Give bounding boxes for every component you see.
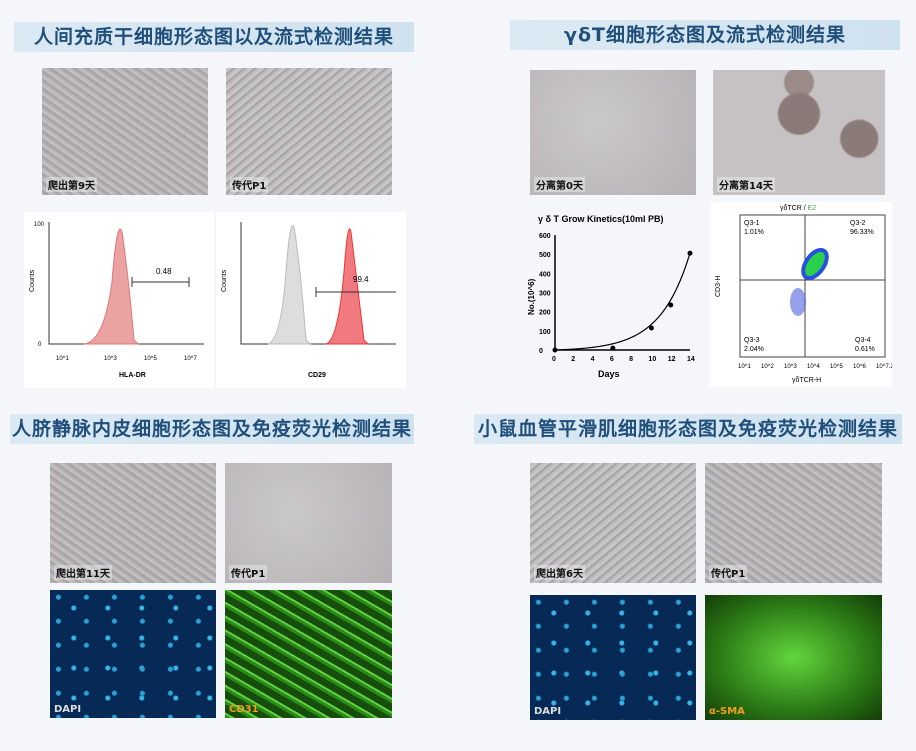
- y-axis-label: CD3-H: [715, 276, 722, 297]
- data-point: [648, 325, 654, 331]
- cell-cluster-low: [790, 288, 806, 316]
- data-point: [668, 302, 674, 308]
- quadrant-label: Q3-4: [855, 337, 871, 344]
- photo-caption: 爬出第11天: [54, 565, 112, 580]
- flow-dot-plot: γδTCR / E2 Q3-1 1.01% Q3-2 96.33% Q3-3 2.04…: [710, 202, 892, 387]
- photo-caption: 传代P1: [709, 565, 748, 580]
- photo-huvec-dapi: DAPI: [50, 590, 216, 718]
- x-tick: 12: [668, 356, 676, 363]
- histogram-cd29-peak: [325, 228, 370, 345]
- photo-vsmc-p1: 传代P1: [705, 463, 882, 583]
- photo-caption: DAPI: [534, 706, 562, 717]
- histogram-cd29: 99.4 Counts CD29: [216, 212, 406, 388]
- photo-caption: DAPI: [54, 704, 82, 715]
- histogram-hla-dr: 0.48 Counts HLA-DR 100 0 10^1 10^3 10^5 10^7: [24, 212, 214, 388]
- x-axis-label: CD29: [308, 372, 326, 379]
- y-tick: 600: [539, 233, 551, 240]
- chart-title: γ δ T Grow Kinetics(10ml PB): [538, 214, 664, 224]
- data-point: [610, 345, 616, 351]
- x-tick: 10^2: [761, 364, 774, 370]
- x-axis-label: HLA-DR: [119, 372, 146, 379]
- photo-caption: 传代P1: [229, 565, 268, 580]
- data-point: [552, 347, 558, 353]
- data-point: [687, 250, 693, 256]
- gate-line: [131, 277, 190, 287]
- x-tick: 10^1: [56, 356, 69, 362]
- section-title-msc: 人间充质干细胞形态图以及流式检测结果: [14, 22, 414, 52]
- x-tick: 10^7.2: [876, 364, 892, 370]
- y-tick: 0: [38, 342, 42, 348]
- quadrant-value: 0.61%: [855, 346, 875, 353]
- photo-msc-p1: 传代P1: [226, 68, 392, 195]
- plot-title: γδTCR / E2: [780, 205, 816, 212]
- x-tick: 14: [687, 356, 695, 363]
- histogram-peak: [83, 228, 140, 345]
- y-tick: 200: [539, 310, 551, 317]
- photo-caption: 分离第0天: [534, 177, 585, 192]
- quadrant-value: 96.33%: [850, 229, 874, 236]
- x-tick: 2: [571, 356, 575, 363]
- x-tick: 10^5: [144, 356, 157, 362]
- photo-caption: CD31: [229, 704, 259, 715]
- growth-kinetics-chart: γ δ T Grow Kinetics(10ml PB) No.(10^6) D…: [527, 214, 695, 379]
- y-tick: 300: [539, 291, 551, 298]
- photo-caption: α-SMA: [709, 706, 745, 717]
- photo-caption: 分离第14天: [717, 177, 775, 192]
- x-axis-label: Days: [598, 369, 620, 379]
- x-tick: 10^5: [830, 364, 843, 370]
- y-axis-label: No.(10^6): [527, 278, 536, 315]
- x-tick: 10^7: [184, 356, 197, 362]
- photo-huvec-day11: 爬出第11天: [50, 463, 216, 583]
- x-tick: 0: [552, 356, 556, 363]
- photo-gdt-day14: 分离第14天: [713, 70, 885, 195]
- photo-huvec-p1: 传代P1: [225, 463, 392, 583]
- photo-vsmc-dapi: DAPI: [530, 595, 696, 720]
- y-tick: 100: [539, 329, 551, 336]
- quadrant-label: Q3-3: [744, 337, 760, 344]
- cell-cluster: [801, 247, 829, 281]
- y-axis-label: Counts: [221, 269, 228, 292]
- photo-caption: 爬出第6天: [534, 565, 585, 580]
- x-tick: 6: [610, 356, 614, 363]
- photo-vsmc-day6: 爬出第6天: [530, 463, 696, 583]
- gate-value: 99.4: [353, 275, 369, 284]
- section-title-huvec: 人脐静脉内皮细胞形态图及免疫荧光检测结果: [10, 414, 414, 444]
- x-tick: 10: [648, 356, 656, 363]
- x-tick: 8: [629, 356, 633, 363]
- y-tick: 500: [539, 252, 551, 259]
- photo-vsmc-asma: α-SMA: [705, 595, 882, 720]
- photo-caption: 传代P1: [230, 177, 269, 192]
- photo-caption: 爬出第9天: [46, 177, 97, 192]
- quadrant-label: Q3-2: [850, 220, 866, 227]
- x-tick: 10^3: [784, 364, 797, 370]
- x-axis-label: γδTCR-H: [792, 377, 821, 384]
- photo-huvec-cd31: CD31: [225, 590, 392, 718]
- quadrant-value: 1.01%: [744, 229, 764, 236]
- gate-value: 0.48: [156, 267, 172, 276]
- growth-curve: [554, 252, 691, 351]
- photo-msc-day9: 爬出第9天: [42, 68, 208, 195]
- gate-line: [315, 287, 396, 297]
- quadrant-value: 2.04%: [744, 346, 764, 353]
- photo-gdt-day0: 分离第0天: [530, 70, 696, 195]
- y-axis-label: Counts: [29, 269, 36, 292]
- y-tick: 100: [34, 222, 45, 228]
- y-tick: 400: [539, 271, 551, 278]
- x-tick: 10^4: [807, 364, 820, 370]
- x-tick: 4: [591, 356, 595, 363]
- section-title-gdt: γδT细胞形态图及流式检测结果: [510, 20, 900, 50]
- y-tick: 0: [539, 348, 543, 355]
- histogram-isotype: [267, 225, 312, 345]
- axes: [554, 235, 690, 351]
- x-tick: 10^1: [738, 364, 751, 370]
- x-tick: 10^3: [104, 356, 117, 362]
- x-tick: 10^6: [853, 364, 866, 370]
- quadrant-label: Q3-1: [744, 220, 760, 227]
- section-title-vsmc: 小鼠血管平滑肌细胞形态图及免疫荧光检测结果: [474, 414, 902, 444]
